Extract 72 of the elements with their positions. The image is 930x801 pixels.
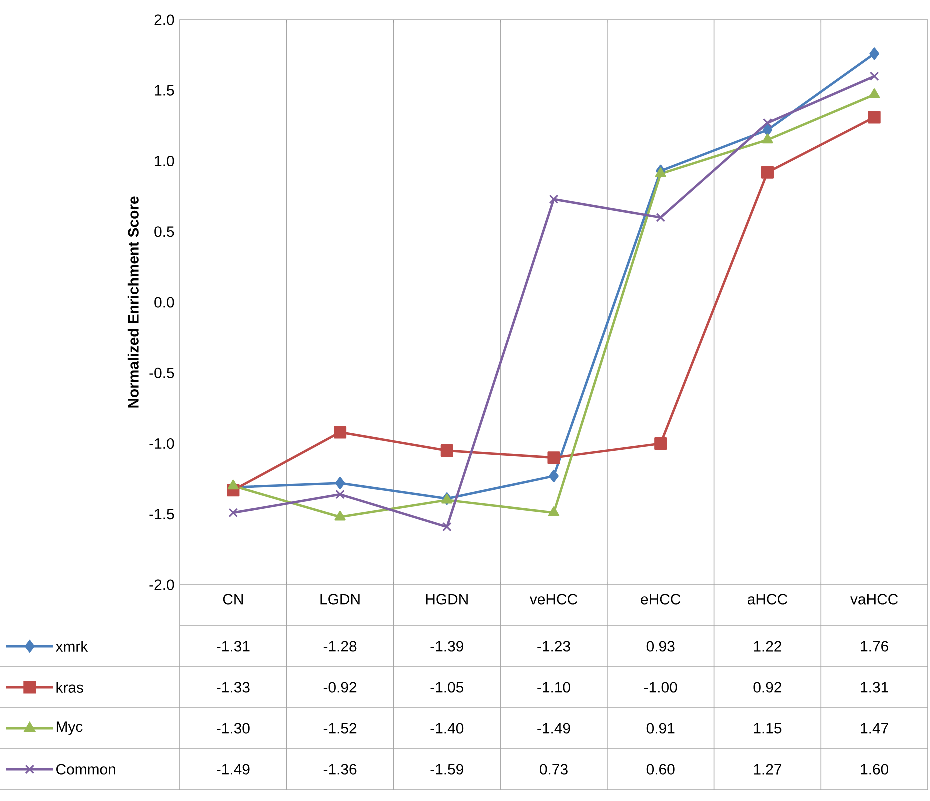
- data-label: 1.15: [754, 723, 782, 734]
- data-label: 1.27: [754, 764, 782, 775]
- point: [336, 490, 345, 500]
- x-tick-label: CN: [223, 594, 243, 605]
- data-label: -1.05: [430, 682, 464, 693]
- y-tick-label: -1.0: [150, 438, 174, 450]
- data-label: 0.60: [646, 764, 675, 775]
- legend-label: xmrk: [56, 641, 88, 652]
- data-label: -1.36: [324, 764, 357, 775]
- point: [548, 452, 560, 464]
- data-label: -1.39: [430, 641, 464, 652]
- data-label: 0.91: [646, 723, 675, 734]
- y-tick-label: 0.0: [154, 297, 174, 308]
- data-label: -1.52: [324, 723, 357, 734]
- point: [335, 477, 346, 490]
- x-tick-label: HGDN: [426, 594, 468, 605]
- y-tick-label: -1.5: [150, 509, 174, 520]
- point: [228, 480, 239, 490]
- data-label: -1.00: [644, 682, 678, 693]
- point: [762, 134, 774, 144]
- data-label: -1.49: [538, 723, 570, 734]
- data-label: -1.59: [430, 764, 464, 775]
- point: [870, 72, 880, 82]
- y-tick-label: 1.5: [155, 85, 174, 96]
- y-tick-label: -0.5: [150, 368, 174, 378]
- data-label: 0.92: [754, 682, 782, 693]
- point: [654, 437, 668, 450]
- data-label: 0.93: [646, 641, 675, 652]
- y-tick-label: 0.5: [154, 226, 174, 238]
- point: [440, 444, 454, 458]
- data-label: -0.92: [324, 682, 357, 693]
- y-axis-title: Normalized Enrichment Score: [128, 196, 139, 408]
- x-tick-label: veHCC: [530, 594, 578, 605]
- data-label: 0.73: [540, 764, 568, 775]
- data-label: -1.49: [217, 764, 250, 775]
- point: [549, 470, 559, 483]
- point: [548, 506, 560, 517]
- point: [762, 124, 773, 136]
- x-tick-label: vaHCC: [850, 594, 898, 605]
- y-tick-label: 1.0: [155, 156, 174, 167]
- legend-label: kras: [56, 682, 84, 693]
- legend-label: Myc: [56, 722, 83, 736]
- x-tick-label: LGDN: [320, 594, 360, 605]
- data-label: -1.31: [217, 641, 250, 652]
- data-label: -1.28: [324, 641, 357, 652]
- point: [334, 510, 346, 521]
- data-label: 1.60: [861, 764, 889, 775]
- point: [655, 168, 666, 178]
- data-label: -1.23: [538, 641, 570, 652]
- data-label: -1.30: [217, 723, 250, 734]
- point: [869, 88, 880, 98]
- point: [442, 522, 452, 532]
- data-label: 1.31: [861, 682, 888, 693]
- point: [549, 194, 559, 204]
- y-tick-label: 2.0: [154, 14, 174, 26]
- point: [870, 48, 880, 60]
- point: [868, 111, 881, 124]
- x-tick-label: eHCC: [641, 594, 681, 605]
- point: [334, 426, 347, 439]
- point: [763, 118, 772, 128]
- legend-label: Common: [56, 764, 116, 775]
- point: [228, 508, 238, 518]
- data-label: 1.47: [861, 723, 888, 734]
- data-label: -1.40: [430, 723, 464, 734]
- data-label: 1.76: [861, 641, 888, 652]
- x-tick-label: aHCC: [748, 594, 788, 605]
- point: [656, 213, 666, 222]
- data-label: -1.10: [538, 682, 570, 693]
- data-label: 1.22: [754, 641, 782, 652]
- data-label: -1.33: [217, 682, 250, 693]
- point: [761, 166, 774, 179]
- y-tick-label: -2.0: [150, 580, 174, 590]
